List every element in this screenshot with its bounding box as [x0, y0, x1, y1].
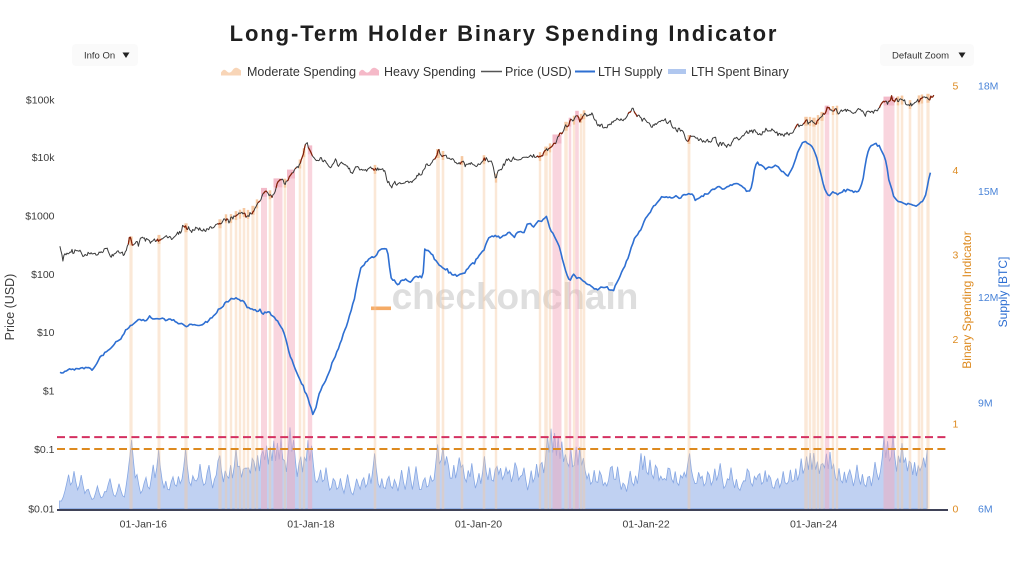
- svg-text:5: 5: [953, 80, 959, 92]
- svg-text:01-Jan-16: 01-Jan-16: [120, 519, 167, 531]
- svg-text:18M: 18M: [978, 80, 998, 92]
- svg-text:$10k: $10k: [32, 152, 56, 164]
- svg-text:$100k: $100k: [26, 95, 55, 107]
- svg-text:$100: $100: [31, 269, 55, 281]
- svg-text:01-Jan-18: 01-Jan-18: [287, 519, 334, 531]
- svg-text:01-Jan-24: 01-Jan-24: [790, 519, 837, 531]
- svg-text:$0.1: $0.1: [34, 444, 55, 456]
- svg-text:2: 2: [953, 334, 959, 346]
- svg-text:3: 3: [953, 250, 959, 262]
- svg-text:1: 1: [953, 419, 959, 431]
- svg-text:15M: 15M: [978, 186, 998, 198]
- svg-text:Price (USD): Price (USD): [505, 65, 572, 79]
- svg-text:$1: $1: [43, 386, 55, 398]
- svg-text:$1000: $1000: [25, 211, 54, 223]
- svg-text:12M: 12M: [978, 292, 998, 304]
- svg-text:$0.01: $0.01: [28, 503, 54, 515]
- svg-text:Price (USD): Price (USD): [3, 274, 17, 341]
- svg-text:01-Jan-20: 01-Jan-20: [455, 519, 502, 531]
- svg-text:Heavy Spending: Heavy Spending: [384, 65, 476, 79]
- svg-text:Info On: Info On: [84, 51, 115, 62]
- svg-text:Default Zoom: Default Zoom: [892, 51, 949, 62]
- svg-text:LTH Spent Binary: LTH Spent Binary: [691, 65, 789, 79]
- svg-text:Supply [BTC]: Supply [BTC]: [996, 257, 1010, 328]
- svg-text:01-Jan-22: 01-Jan-22: [622, 519, 669, 531]
- svg-text:Binary Spending Indicator: Binary Spending Indicator: [960, 231, 974, 368]
- svg-text:$10: $10: [37, 327, 55, 339]
- svg-text:0: 0: [953, 503, 959, 515]
- svg-text:Moderate Spending: Moderate Spending: [247, 65, 356, 79]
- svg-text:9M: 9M: [978, 398, 993, 410]
- svg-text:checkonchain: checkonchain: [392, 276, 639, 317]
- svg-text:LTH Supply: LTH Supply: [598, 65, 663, 79]
- svg-text:Long-Term Holder Binary Spendi: Long-Term Holder Binary Spending Indicat…: [230, 21, 779, 46]
- svg-text:6M: 6M: [978, 503, 993, 515]
- svg-text:4: 4: [953, 165, 959, 177]
